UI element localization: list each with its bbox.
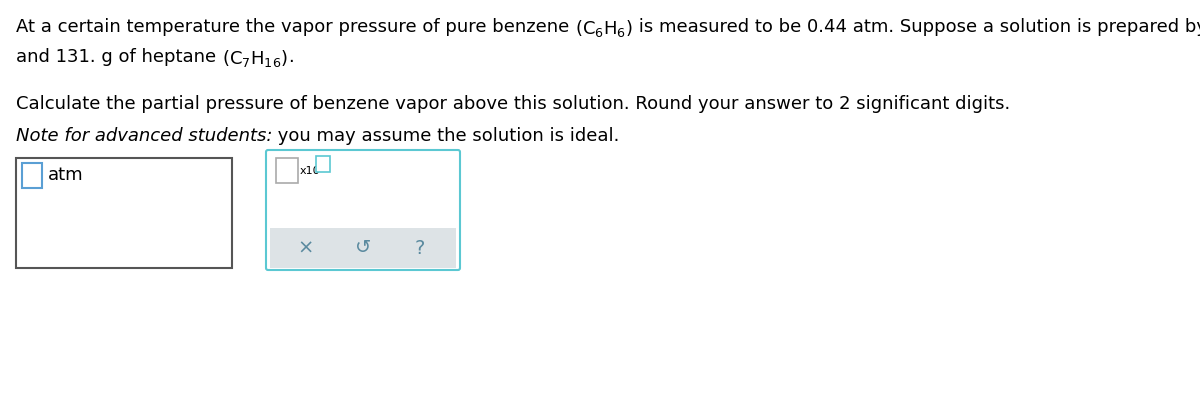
Text: is measured to be 0.44 atm. Suppose a solution is prepared by mixing 137. g of b: is measured to be 0.44 atm. Suppose a so…: [632, 18, 1200, 36]
Bar: [16, 158, 232, 268]
Bar: [276, 158, 298, 183]
Text: .: .: [288, 48, 294, 66]
Text: atm: atm: [48, 166, 84, 184]
Text: Note for advanced students:: Note for advanced students:: [16, 127, 272, 145]
Text: ×: ×: [298, 239, 314, 257]
Text: $\mathregular{(C_6H_6)}$: $\mathregular{(C_6H_6)}$: [575, 18, 632, 39]
Text: ?: ?: [415, 239, 425, 257]
Bar: [316, 156, 330, 172]
Bar: [22, 163, 42, 188]
Text: you may assume the solution is ideal.: you may assume the solution is ideal.: [272, 127, 620, 145]
Text: x10: x10: [300, 166, 320, 176]
Text: $\mathregular{(C_7H_{16})}$: $\mathregular{(C_7H_{16})}$: [222, 48, 288, 69]
Text: At a certain temperature the vapor pressure of pure benzene: At a certain temperature the vapor press…: [16, 18, 575, 36]
Text: Calculate the partial pressure of benzene vapor above this solution. Round your : Calculate the partial pressure of benzen…: [16, 95, 1010, 113]
Bar: [270, 228, 456, 268]
FancyBboxPatch shape: [266, 150, 460, 270]
Text: and 131. g of heptane: and 131. g of heptane: [16, 48, 222, 66]
Text: ↺: ↺: [355, 239, 371, 257]
